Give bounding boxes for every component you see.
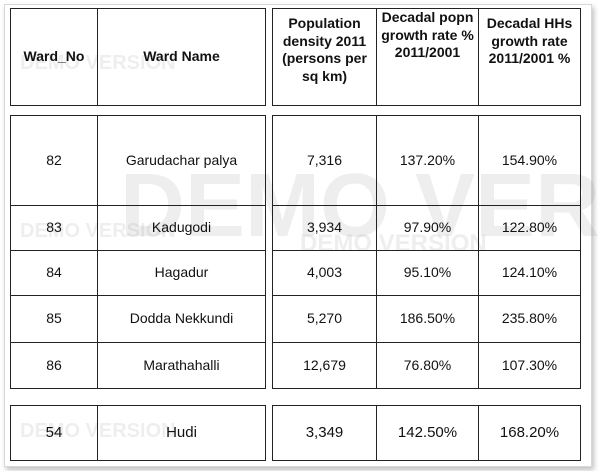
- table-cell: 3,349: [272, 405, 377, 461]
- table-cell: Marathahalli: [97, 342, 266, 389]
- table-cell: Garudachar palya: [97, 115, 266, 206]
- table-cell: 122.80%: [478, 205, 581, 251]
- table-cell: 154.90%: [478, 115, 581, 206]
- table-cell: 85: [10, 295, 98, 343]
- table-cell: 186.50%: [376, 295, 479, 343]
- table-cell: 168.20%: [478, 405, 581, 461]
- table-cell: 107.30%: [478, 342, 581, 389]
- header-cell: Population density 2011 (persons per sq …: [272, 8, 377, 106]
- table-cell: 124.10%: [478, 250, 581, 296]
- header-cell: Ward_No: [10, 8, 98, 106]
- header-cell: Ward Name: [97, 8, 266, 106]
- table-cell: 12,679: [272, 342, 377, 389]
- table-cell: 3,934: [272, 205, 377, 251]
- table-cell: 95.10%: [376, 250, 479, 296]
- table-cell: 82: [10, 115, 98, 206]
- table-cell: Dodda Nekkundi: [97, 295, 266, 343]
- table-cell: 97.90%: [376, 205, 479, 251]
- frame: [4, 4, 592, 467]
- table-cell: 84: [10, 250, 98, 296]
- table-cell: 5,270: [272, 295, 377, 343]
- header-cell: Decadal HHs growth rate 2011/2001 %: [478, 8, 581, 106]
- table-cell: 76.80%: [376, 342, 479, 389]
- table-cell: Hudi: [97, 405, 266, 461]
- table-cell: 137.20%: [376, 115, 479, 206]
- table-cell: Hagadur: [97, 250, 266, 296]
- table-cell: 83: [10, 205, 98, 251]
- header-cell: Decadal popn growth rate % 2011/2001: [376, 8, 479, 106]
- table-cell: 86: [10, 342, 98, 389]
- table-cell: 142.50%: [376, 405, 479, 461]
- table-cell: Kadugodi: [97, 205, 266, 251]
- table-cell: 7,316: [272, 115, 377, 206]
- table-cell: 54: [10, 405, 98, 461]
- table-cell: 4,003: [272, 250, 377, 296]
- table-cell: 235.80%: [478, 295, 581, 343]
